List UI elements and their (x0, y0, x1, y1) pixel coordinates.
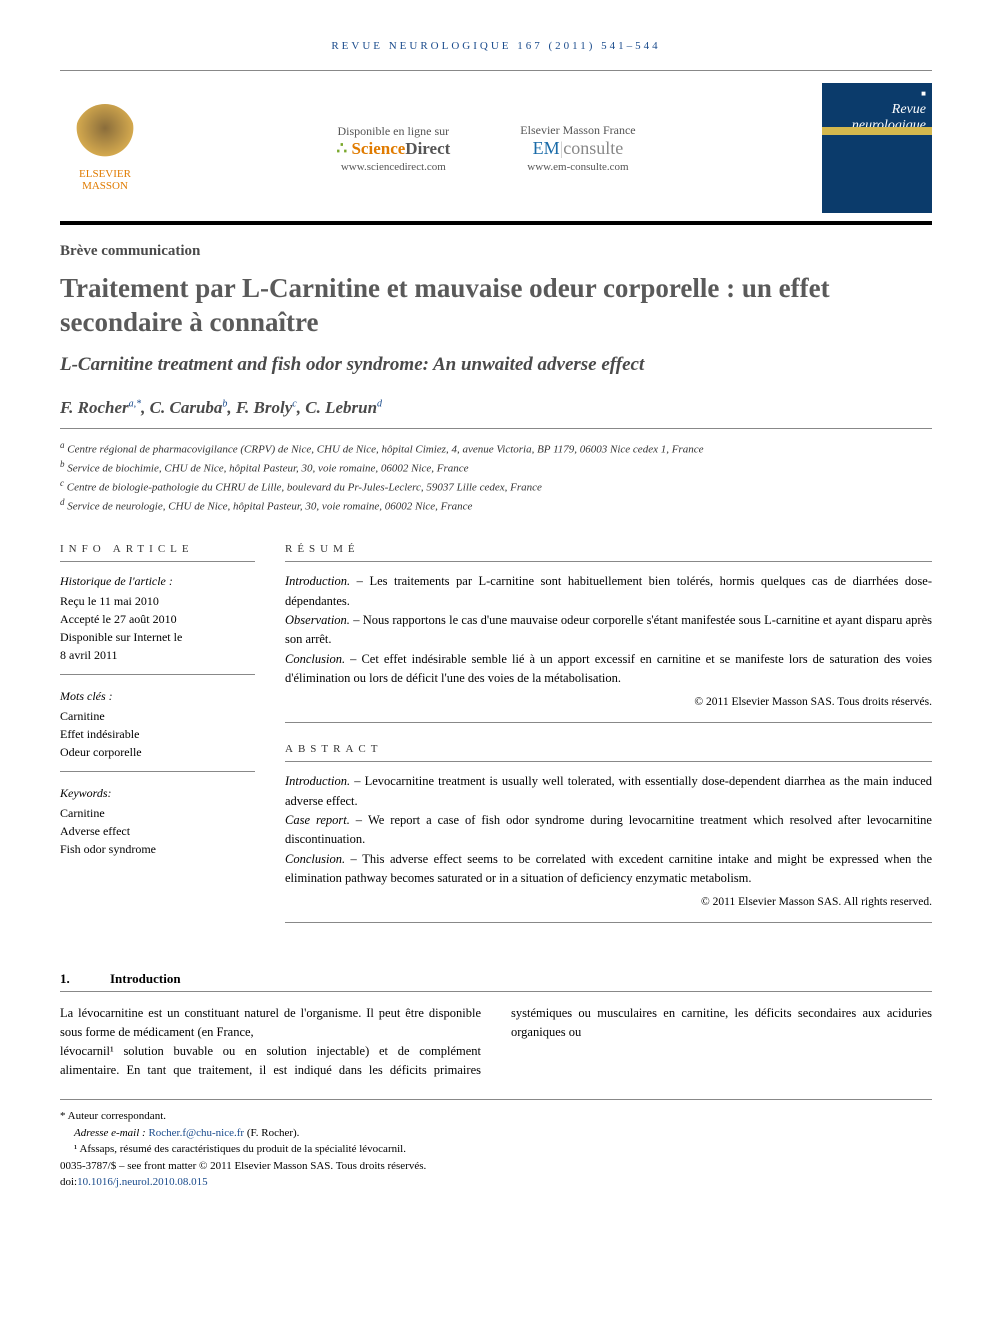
journal-cover-thumbnail: ■ Revue neurologique (822, 83, 932, 213)
corresponding-author: * Auteur correspondant. (60, 1108, 932, 1125)
history-online-date: 8 avril 2011 (60, 646, 255, 664)
section-number: 1. (60, 971, 110, 987)
article-title-en: L-Carnitine treatment and fish odor synd… (60, 354, 932, 376)
history-block: Historique de l'article : Reçu le 11 mai… (60, 572, 255, 675)
keywords-item: Adverse effect (60, 822, 255, 840)
mots-cles-block: Mots clés : Carnitine Effet indésirable … (60, 687, 255, 772)
mots-cles-label: Mots clés : (60, 687, 255, 705)
resume-intro-label: Introduction. – (285, 574, 369, 588)
abstract-concl-label: Conclusion. – (285, 852, 362, 866)
abstract-label: ABSTRACT (285, 743, 932, 762)
abstract-case: We report a case of fish odor syndrome d… (285, 813, 932, 846)
em-tagline: Elsevier Masson France (520, 123, 635, 138)
section-heading: 1.Introduction (60, 971, 932, 992)
history-online-label: Disponible sur Internet le (60, 628, 255, 646)
resume-label: RÉSUMÉ (285, 543, 932, 562)
sd-url[interactable]: www.sciencedirect.com (336, 161, 450, 173)
sd-prefix: Science (351, 139, 405, 158)
sd-dots-icon: ∴ (336, 139, 351, 158)
resume-text: Introduction. – Les traitements par L-ca… (285, 572, 932, 723)
mots-cles-item: Odeur corporelle (60, 743, 255, 761)
body-p1: La lévocarnitine est un constituant natu… (60, 1004, 481, 1042)
article-title-fr: Traitement par L-Carnitine et mauvaise o… (60, 272, 932, 340)
doi-link[interactable]: 10.1016/j.neurol.2010.08.015 (77, 1176, 207, 1188)
elsevier-masson-logo: ELSEVIER MASSON (60, 104, 150, 192)
top-banner: ELSEVIER MASSON Disponible en ligne sur … (60, 70, 932, 225)
publisher-name-2: MASSON (79, 180, 131, 192)
history-label: Historique de l'article : (60, 572, 255, 590)
keywords-label: Keywords: (60, 784, 255, 802)
email-author: (F. Rocher). (247, 1127, 300, 1139)
body-text: La lévocarnitine est un constituant natu… (60, 1004, 932, 1079)
issn-line: 0035-3787/$ – see front matter © 2011 El… (60, 1158, 932, 1175)
sd-suffix: Direct (405, 139, 450, 158)
keywords-item: Carnitine (60, 804, 255, 822)
em-suffix: consulte (563, 138, 623, 158)
sciencedirect-logo[interactable]: ∴ ScienceDirect (336, 139, 450, 159)
email-link[interactable]: Rocher.f@chu-nice.fr (148, 1127, 244, 1139)
abstract-intro-label: Introduction. – (285, 774, 365, 788)
footnotes: * Auteur correspondant. Adresse e-mail :… (60, 1099, 932, 1191)
mots-cles-item: Carnitine (60, 707, 255, 725)
resume-copyright: © 2011 Elsevier Masson SAS. Tous droits … (285, 694, 932, 712)
resume-obs: Nous rapportons le cas d'une mauvaise od… (285, 613, 932, 646)
history-received: Reçu le 11 mai 2010 (60, 592, 255, 610)
mots-cles-item: Effet indésirable (60, 725, 255, 743)
doi-label: doi: (60, 1176, 77, 1188)
sciencedirect-block: Disponible en ligne sur ∴ ScienceDirect … (336, 124, 450, 173)
abstract-intro: Levocarnitine treatment is usually well … (285, 774, 932, 807)
article-info-sidebar: INFO ARTICLE Historique de l'article : R… (60, 543, 255, 943)
emconsulte-block: Elsevier Masson France EM|consulte www.e… (520, 123, 635, 173)
keywords-item: Fish odor syndrome (60, 840, 255, 858)
abstract-concl: This adverse effect seems to be correlat… (285, 852, 932, 885)
elsevier-tree-icon (75, 104, 135, 164)
em-url[interactable]: www.em-consulte.com (520, 161, 635, 173)
article-type: Brève communication (60, 243, 932, 260)
history-accepted: Accepté le 27 août 2010 (60, 610, 255, 628)
em-prefix: EM (533, 138, 560, 158)
emconsulte-logo[interactable]: EM|consulte (520, 138, 635, 159)
authors-line: F. Rochera,*, C. Carubab, F. Brolyc, C. … (60, 398, 932, 429)
journal-reference: REVUE NEUROLOGIQUE 167 (2011) 541–544 (60, 40, 932, 52)
resume-concl-label: Conclusion. – (285, 652, 361, 666)
keywords-block: Keywords: Carnitine Adverse effect Fish … (60, 784, 255, 868)
publisher-name-1: ELSEVIER (79, 168, 131, 180)
section-title: Introduction (110, 971, 181, 986)
body-section: 1.Introduction La lévocarnitine est un c… (60, 971, 932, 1079)
sd-tagline: Disponible en ligne sur (336, 124, 450, 139)
email-label: Adresse e-mail : (74, 1127, 146, 1139)
resume-obs-label: Observation. – (285, 613, 363, 627)
abstract-copyright: © 2011 Elsevier Masson SAS. All rights r… (285, 894, 932, 912)
abstract-column: RÉSUMÉ Introduction. – Les traitements p… (285, 543, 932, 943)
abstract-text: Introduction. – Levocarnitine treatment … (285, 772, 932, 923)
center-logo-group: Disponible en ligne sur ∴ ScienceDirect … (336, 123, 635, 173)
resume-concl: Cet effet indésirable semble lié à un ap… (285, 652, 932, 685)
affiliations: a Centre régional de pharmacovigilance (… (60, 439, 932, 516)
info-article-label: INFO ARTICLE (60, 543, 255, 562)
abstract-case-label: Case report. – (285, 813, 368, 827)
resume-intro: Les traitements par L-carnitine sont hab… (285, 574, 932, 607)
footnote-1: ¹ Afssaps, résumé des caractéristiques d… (74, 1141, 932, 1158)
